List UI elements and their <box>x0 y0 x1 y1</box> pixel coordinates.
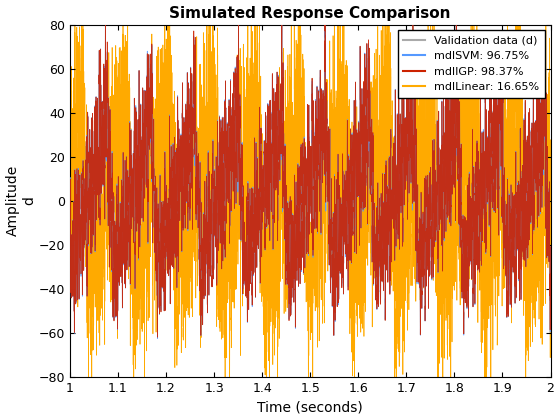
Y-axis label: Amplitude
d: Amplitude d <box>6 165 36 236</box>
X-axis label: Time (seconds): Time (seconds) <box>258 400 363 415</box>
Legend: Validation data (d), mdlSVM: 96.75%, mdlIGP: 98.37%, mdlLinear: 16.65%: Validation data (d), mdlSVM: 96.75%, mdl… <box>398 30 545 98</box>
Title: Simulated Response Comparison: Simulated Response Comparison <box>170 5 451 21</box>
